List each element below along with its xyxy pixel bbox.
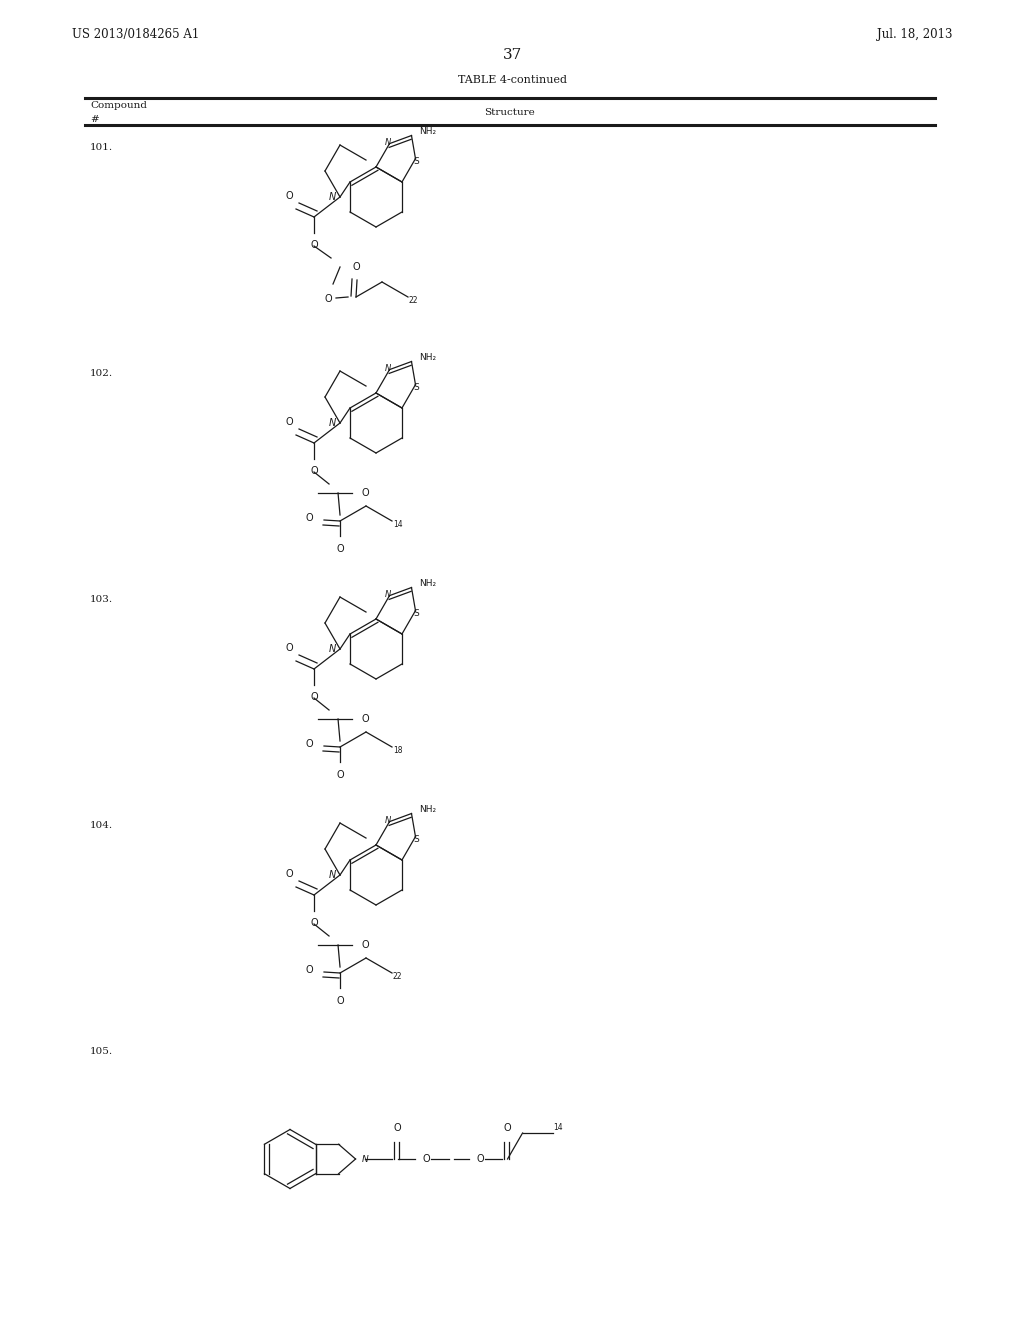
Text: NH₂: NH₂	[420, 805, 436, 814]
Text: 103.: 103.	[90, 595, 113, 605]
Text: O: O	[310, 240, 317, 249]
Text: NH₂: NH₂	[420, 352, 436, 362]
Text: O: O	[361, 488, 369, 498]
Text: 14: 14	[393, 520, 402, 529]
Text: N: N	[329, 418, 336, 428]
Text: O: O	[423, 1154, 430, 1164]
Text: 18: 18	[393, 746, 402, 755]
Text: O: O	[286, 869, 293, 879]
Text: N: N	[384, 590, 390, 599]
Text: O: O	[305, 965, 313, 975]
Text: O: O	[361, 714, 369, 723]
Text: O: O	[286, 417, 293, 426]
Text: N: N	[329, 644, 336, 653]
Text: S: S	[414, 836, 420, 843]
Text: N: N	[361, 1155, 369, 1163]
Text: 102.: 102.	[90, 370, 113, 378]
Text: 37: 37	[503, 48, 521, 62]
Text: Structure: Structure	[484, 108, 536, 117]
Text: 104.: 104.	[90, 821, 113, 830]
Text: #: #	[90, 115, 98, 124]
Text: 22: 22	[409, 296, 419, 305]
Text: N: N	[329, 191, 336, 202]
Text: N: N	[384, 364, 390, 374]
Text: O: O	[476, 1154, 484, 1164]
Text: 101.: 101.	[90, 143, 113, 152]
Text: N: N	[384, 816, 390, 825]
Text: O: O	[336, 770, 344, 780]
Text: O: O	[336, 997, 344, 1006]
Text: O: O	[286, 191, 293, 201]
Text: TABLE 4-continued: TABLE 4-continued	[458, 75, 566, 84]
Text: O: O	[310, 466, 317, 477]
Text: N: N	[384, 139, 390, 147]
Text: O: O	[336, 544, 344, 554]
Text: O: O	[305, 513, 313, 523]
Text: O: O	[310, 917, 317, 928]
Text: S: S	[414, 609, 420, 618]
Text: O: O	[504, 1123, 511, 1133]
Text: NH₂: NH₂	[420, 127, 436, 136]
Text: 22: 22	[393, 972, 402, 981]
Text: US 2013/0184265 A1: US 2013/0184265 A1	[72, 28, 200, 41]
Text: NH₂: NH₂	[420, 579, 436, 587]
Text: Compound: Compound	[90, 102, 147, 110]
Text: O: O	[361, 940, 369, 950]
Text: Jul. 18, 2013: Jul. 18, 2013	[877, 28, 952, 41]
Text: O: O	[325, 294, 332, 304]
Text: 14: 14	[554, 1123, 563, 1133]
Text: O: O	[352, 261, 359, 272]
Text: S: S	[414, 383, 420, 392]
Text: O: O	[394, 1123, 401, 1133]
Text: O: O	[305, 739, 313, 748]
Text: 105.: 105.	[90, 1047, 113, 1056]
Text: S: S	[414, 157, 420, 166]
Text: O: O	[310, 692, 317, 702]
Text: O: O	[286, 643, 293, 653]
Text: N: N	[329, 870, 336, 880]
